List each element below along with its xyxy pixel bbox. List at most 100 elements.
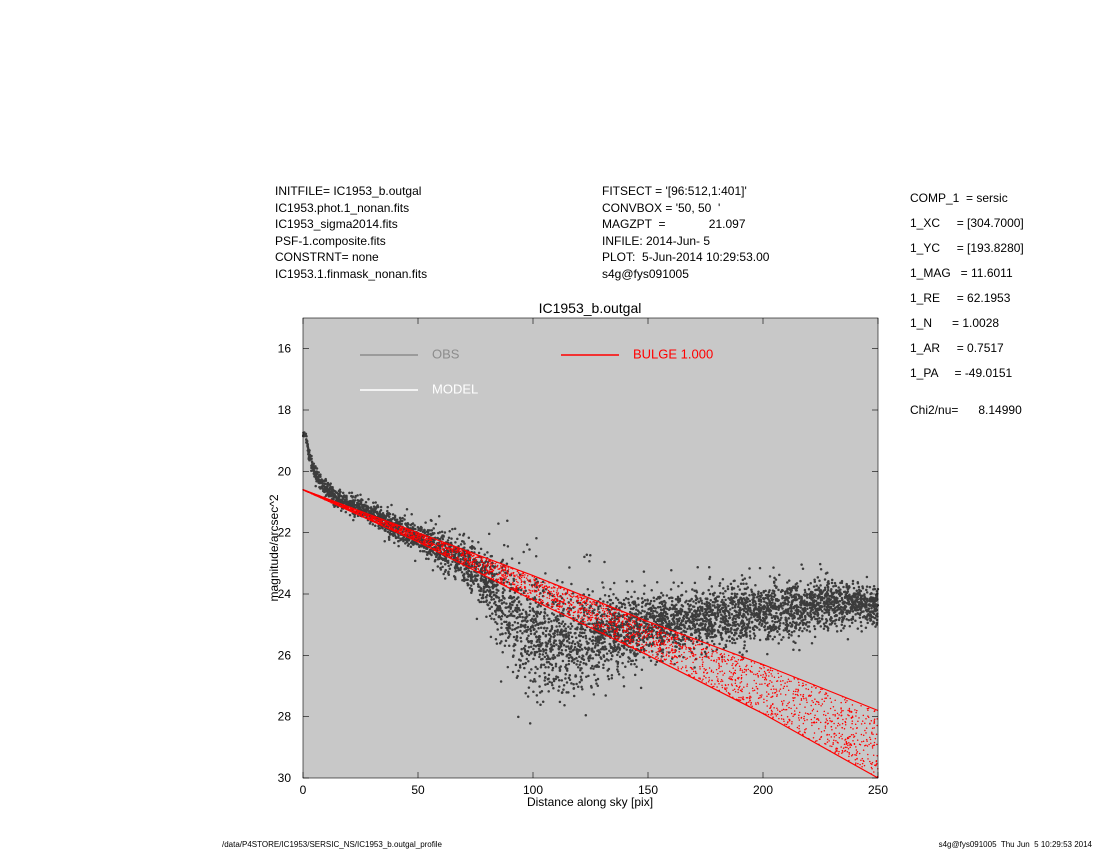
obs-point: [554, 662, 558, 666]
obs-point: [633, 673, 637, 677]
obs-point: [567, 659, 571, 663]
obs-point: [854, 619, 857, 622]
obs-point: [485, 615, 488, 618]
obs-point: [388, 518, 392, 521]
obs-point: [623, 606, 627, 610]
obs-point: [671, 607, 675, 611]
obs-point: [595, 682, 598, 685]
obs-point: [625, 648, 628, 651]
obs-point: [436, 536, 439, 540]
obs-point: [781, 607, 784, 610]
obs-point: [872, 601, 875, 605]
obs-point: [642, 640, 645, 643]
obs-point: [419, 549, 422, 553]
obs-point: [523, 675, 527, 679]
obs-point: [578, 681, 582, 684]
obs-point: [707, 566, 711, 569]
obs-point: [313, 471, 316, 475]
obs-point: [572, 694, 576, 698]
obs-point: [822, 602, 826, 605]
obs-point: [830, 581, 834, 585]
obs-point: [484, 577, 488, 580]
obs-point: [313, 474, 317, 477]
obs-point: [554, 616, 558, 619]
obs-point: [558, 700, 562, 704]
obs-point: [618, 655, 622, 658]
obs-point: [688, 621, 692, 624]
obs-point: [543, 608, 547, 611]
obs-point: [695, 630, 698, 634]
obs-point: [559, 614, 562, 618]
obs-point: [737, 634, 741, 638]
obs-point: [626, 590, 630, 594]
obs-point: [591, 650, 594, 653]
obs-point: [641, 609, 644, 613]
obs-point: [764, 593, 768, 597]
obs-point: [732, 615, 736, 618]
obs-point: [768, 625, 772, 628]
obs-point: [327, 491, 331, 495]
obs-point: [500, 626, 503, 629]
obs-point: [673, 621, 676, 625]
obs-point: [713, 612, 717, 615]
obs-point: [516, 674, 519, 678]
obs-point: [698, 618, 701, 621]
obs-point: [397, 544, 400, 548]
obs-point: [737, 599, 741, 603]
obs-point: [564, 673, 567, 676]
obs-point: [710, 585, 714, 588]
obs-point: [839, 629, 843, 632]
obs-point: [741, 602, 744, 606]
obs-point: [787, 636, 791, 639]
obs-point: [824, 624, 827, 628]
obs-point: [649, 609, 653, 613]
obs-point: [562, 688, 565, 691]
obs-point: [561, 620, 565, 623]
obs-point: [529, 632, 533, 636]
obs-point: [694, 618, 698, 622]
obs-point: [550, 681, 554, 685]
obs-point: [797, 597, 801, 600]
obs-point: [476, 583, 480, 586]
obs-point: [584, 713, 588, 717]
obs-point: [406, 544, 410, 547]
obs-point: [538, 655, 541, 659]
obs-point: [369, 507, 373, 510]
obs-point: [853, 594, 857, 597]
obs-point: [525, 652, 529, 656]
obs-point: [739, 607, 742, 611]
obs-point: [551, 600, 555, 604]
obs-point: [696, 597, 699, 601]
obs-point: [535, 630, 538, 633]
obs-point: [730, 592, 734, 596]
obs-point: [581, 688, 584, 691]
obs-point: [642, 592, 646, 596]
obs-point: [718, 582, 722, 585]
obs-point: [570, 659, 574, 663]
obs-point: [409, 545, 413, 548]
obs-point: [532, 657, 535, 661]
obs-point: [556, 654, 559, 657]
obs-point: [383, 528, 387, 531]
obs-point: [348, 513, 352, 517]
obs-point: [744, 626, 748, 629]
obs-point: [785, 595, 789, 599]
obs-point: [727, 627, 730, 631]
obs-point: [591, 635, 595, 639]
obs-point: [561, 652, 565, 656]
obs-point: [829, 605, 833, 609]
obs-point: [500, 622, 503, 626]
obs-point: [724, 632, 728, 635]
obs-point: [477, 598, 480, 602]
obs-point: [826, 593, 829, 596]
obs-point: [752, 637, 756, 640]
obs-point: [806, 583, 810, 587]
header-constraint: CONSTRNT= none: [275, 250, 379, 264]
obs-point: [811, 596, 814, 600]
obs-point: [623, 636, 626, 640]
obs-point: [494, 620, 497, 624]
obs-point: [802, 611, 806, 614]
obs-point: [591, 639, 595, 642]
obs-point: [542, 632, 545, 636]
obs-point: [446, 559, 450, 563]
